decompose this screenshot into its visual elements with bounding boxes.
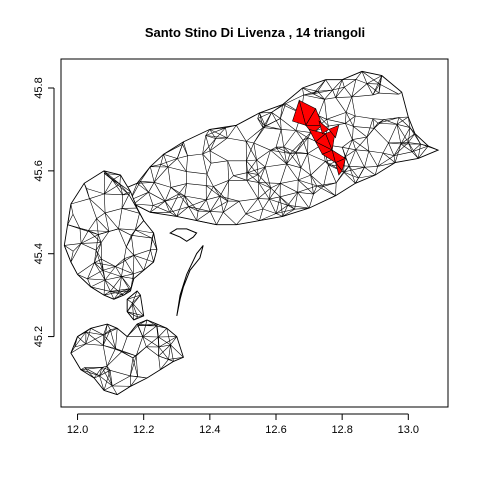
y-tick-label: 45.2 bbox=[33, 326, 45, 347]
y-tick-label: 45.6 bbox=[33, 160, 45, 181]
x-axis: 12.0 12.2 12.4 12.6 12.8 13.0 bbox=[67, 414, 419, 436]
islands-layer bbox=[170, 229, 203, 316]
region-spit bbox=[127, 291, 144, 320]
x-tick-label: 12.2 bbox=[133, 424, 154, 436]
y-axis: 45.2 45.4 45.6 45.8 bbox=[33, 77, 54, 347]
x-tick-label: 12.4 bbox=[199, 424, 220, 436]
island-lido bbox=[177, 245, 203, 316]
y-tick-label: 45.4 bbox=[33, 243, 45, 264]
x-tick-label: 12.8 bbox=[331, 424, 352, 436]
x-tick-label: 13.0 bbox=[398, 424, 419, 436]
region-south bbox=[71, 320, 183, 395]
mesh-layer bbox=[64, 71, 438, 394]
y-tick-label: 45.8 bbox=[33, 77, 45, 98]
region-north-east bbox=[117, 71, 438, 224]
island-lagoon-islands bbox=[170, 229, 196, 241]
chart-title: Santo Stino Di Livenza , 14 triangoli bbox=[145, 25, 365, 40]
x-tick-label: 12.6 bbox=[265, 424, 286, 436]
x-tick-label: 12.0 bbox=[67, 424, 88, 436]
